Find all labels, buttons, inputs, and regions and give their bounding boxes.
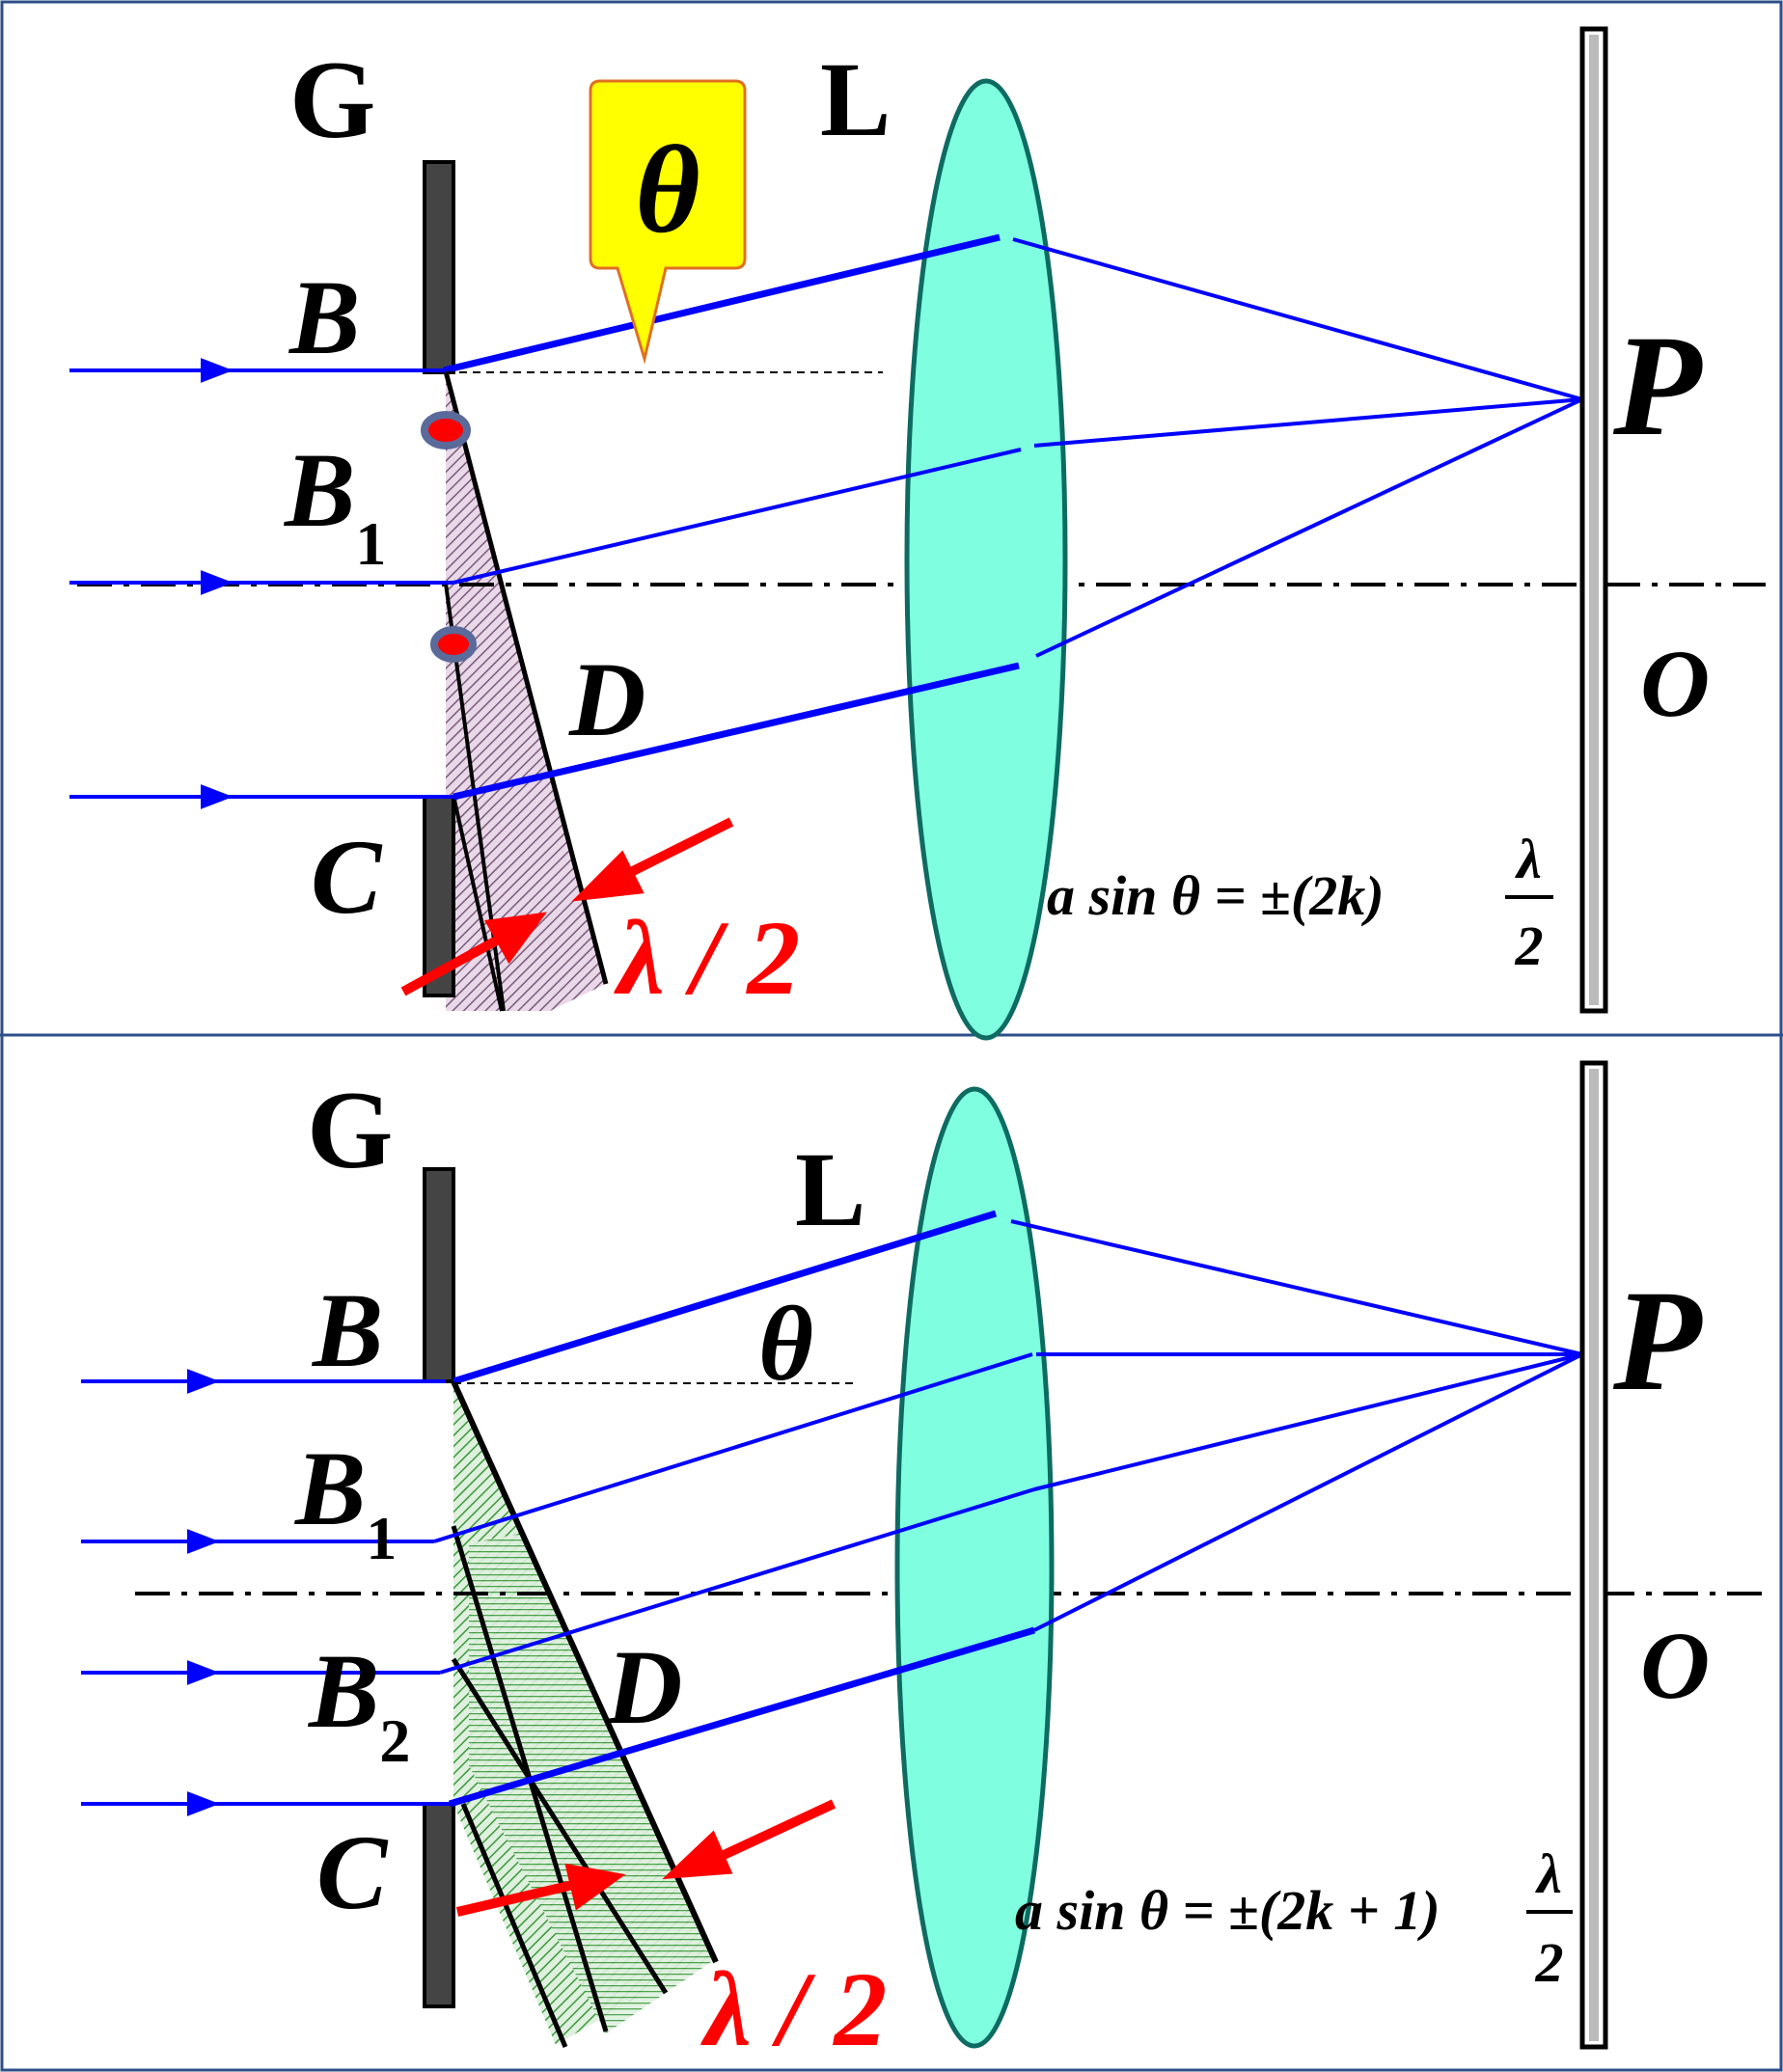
bottom-edge-B2-label: B2: [307, 1632, 410, 1775]
top-edge-B-label: B: [288, 259, 360, 376]
bottom-panel: G L θ B B1 B2 C D P O λ / 2 a sin θ = ±(…: [81, 1060, 1766, 2068]
bottom-screen-point-P: P: [1612, 1261, 1703, 1421]
top-origin-O: O: [1640, 630, 1710, 737]
top-lens: [904, 78, 1068, 1041]
bottom-half-wave-label: λ / 2: [700, 1950, 887, 2068]
bottom-incident-rays: [81, 1369, 450, 1816]
bottom-theta-label: θ: [758, 1285, 813, 1403]
bottom-half-wave-zone-h: [469, 1534, 714, 2033]
bottom-point-D-label: D: [605, 1628, 682, 1746]
top-edge-B1-label: B1: [283, 431, 386, 578]
bottom-origin-O: O: [1640, 1612, 1710, 1719]
bottom-edge-B1-label: B1: [293, 1430, 397, 1572]
top-point-D-label: D: [568, 641, 645, 758]
top-edge-C-label: C: [311, 818, 383, 936]
top-screen-point-P: P: [1612, 306, 1703, 466]
top-equation-denominator: 2: [1515, 914, 1544, 977]
top-equation: a sin θ = ±(2k): [1047, 864, 1385, 927]
top-half-wave-label: λ / 2: [614, 899, 800, 1017]
top-panel: θ G L B B1 C D P O λ / 2 a sin θ = ±(2k)…: [69, 26, 1766, 1041]
bottom-lens: [894, 1086, 1055, 2049]
bottom-slit-plate-lower: [423, 1802, 455, 2008]
top-dot-upper: [421, 411, 471, 450]
top-equation-numerator: λ: [1515, 828, 1542, 890]
bottom-equation-numerator: λ: [1535, 1842, 1562, 1905]
bottom-slit-plate-upper: [423, 1167, 455, 1383]
top-half-wave-arrows: [400, 817, 734, 996]
top-theta-label: θ: [635, 121, 699, 259]
bottom-equation-denominator: 2: [1535, 1931, 1564, 1994]
top-incident-rays: [69, 358, 453, 809]
bottom-wavefront-line: [451, 1379, 719, 1964]
top-diffracted-rays: [443, 233, 1583, 801]
bottom-edge-B-label: B: [311, 1271, 383, 1389]
bottom-zone-line-3: [460, 1803, 568, 2048]
bottom-edge-C-label: C: [316, 1813, 389, 1931]
top-dot-lower: [430, 626, 477, 663]
bottom-half-wave-arrows: [455, 1799, 837, 1917]
bottom-zone-line-2: [451, 1657, 669, 1995]
top-slit-plate-upper: [423, 160, 455, 374]
bottom-diffracted-rays: [433, 1210, 1583, 1808]
bottom-grating-label: G: [307, 1069, 393, 1191]
top-grating-label: G: [289, 39, 375, 161]
top-wavefront-line: [443, 370, 609, 985]
top-lens-label: L: [820, 41, 891, 158]
top-theta-callout: [589, 79, 747, 365]
top-zone-line-2: [452, 795, 504, 1012]
bottom-lens-label: L: [795, 1131, 865, 1248]
bottom-equation: a sin θ = ±(2k + 1): [1015, 1879, 1440, 1942]
